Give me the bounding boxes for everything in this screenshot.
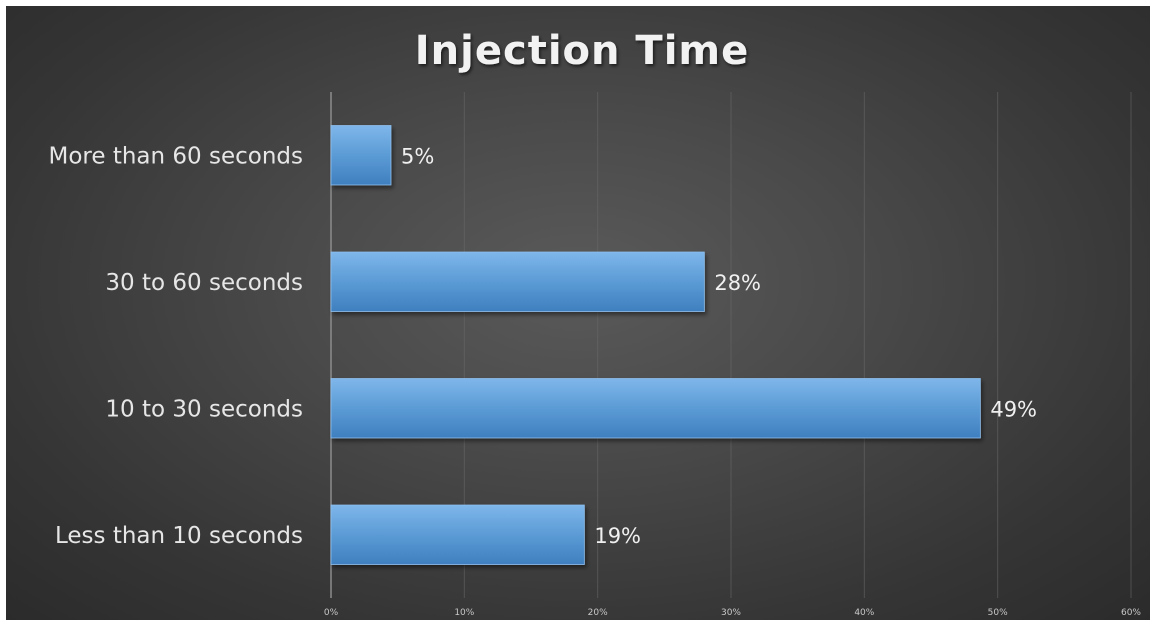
data-labels: 5% 28% 49% 19% [401, 144, 1037, 548]
x-tick-label: 60% [1121, 608, 1141, 618]
x-tick-label: 0% [324, 608, 339, 618]
category-label: Less than 10 seconds [55, 523, 303, 549]
bar-chart: Injection Time More than 60 seconds 30 to… [49, 28, 1142, 618]
category-label: 30 to 60 seconds [105, 270, 303, 296]
chart-title: Injection Time [415, 28, 749, 74]
category-label: More than 60 seconds [49, 143, 304, 169]
x-tick-label: 40% [854, 608, 874, 618]
category-label: 10 to 30 seconds [105, 396, 303, 422]
category-labels: More than 60 seconds 30 to 60 seconds 10 t… [49, 143, 304, 549]
x-tick-label: 20% [588, 608, 608, 618]
data-label: 49% [990, 397, 1037, 421]
bar [330, 251, 705, 312]
bars [330, 125, 981, 565]
data-label: 28% [714, 271, 761, 295]
bar [330, 378, 981, 439]
data-label: 19% [594, 524, 641, 548]
x-tick-labels: 0% 10% 20% 30% 40% 50% 60% [324, 608, 1142, 618]
x-tick-label: 50% [988, 608, 1008, 618]
data-label: 5% [401, 144, 434, 168]
bar [330, 504, 585, 565]
bar [330, 125, 392, 186]
x-tick-label: 30% [721, 608, 741, 618]
x-tick-label: 10% [454, 608, 474, 618]
chart-frame: Injection Time More than 60 seconds 30 to… [6, 6, 1150, 620]
